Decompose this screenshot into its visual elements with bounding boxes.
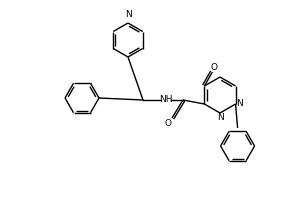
Text: N: N: [236, 99, 243, 108]
Text: O: O: [211, 62, 218, 72]
Text: NH: NH: [159, 96, 173, 104]
Text: O: O: [164, 118, 172, 128]
Text: N: N: [124, 10, 131, 19]
Text: N: N: [217, 112, 224, 121]
